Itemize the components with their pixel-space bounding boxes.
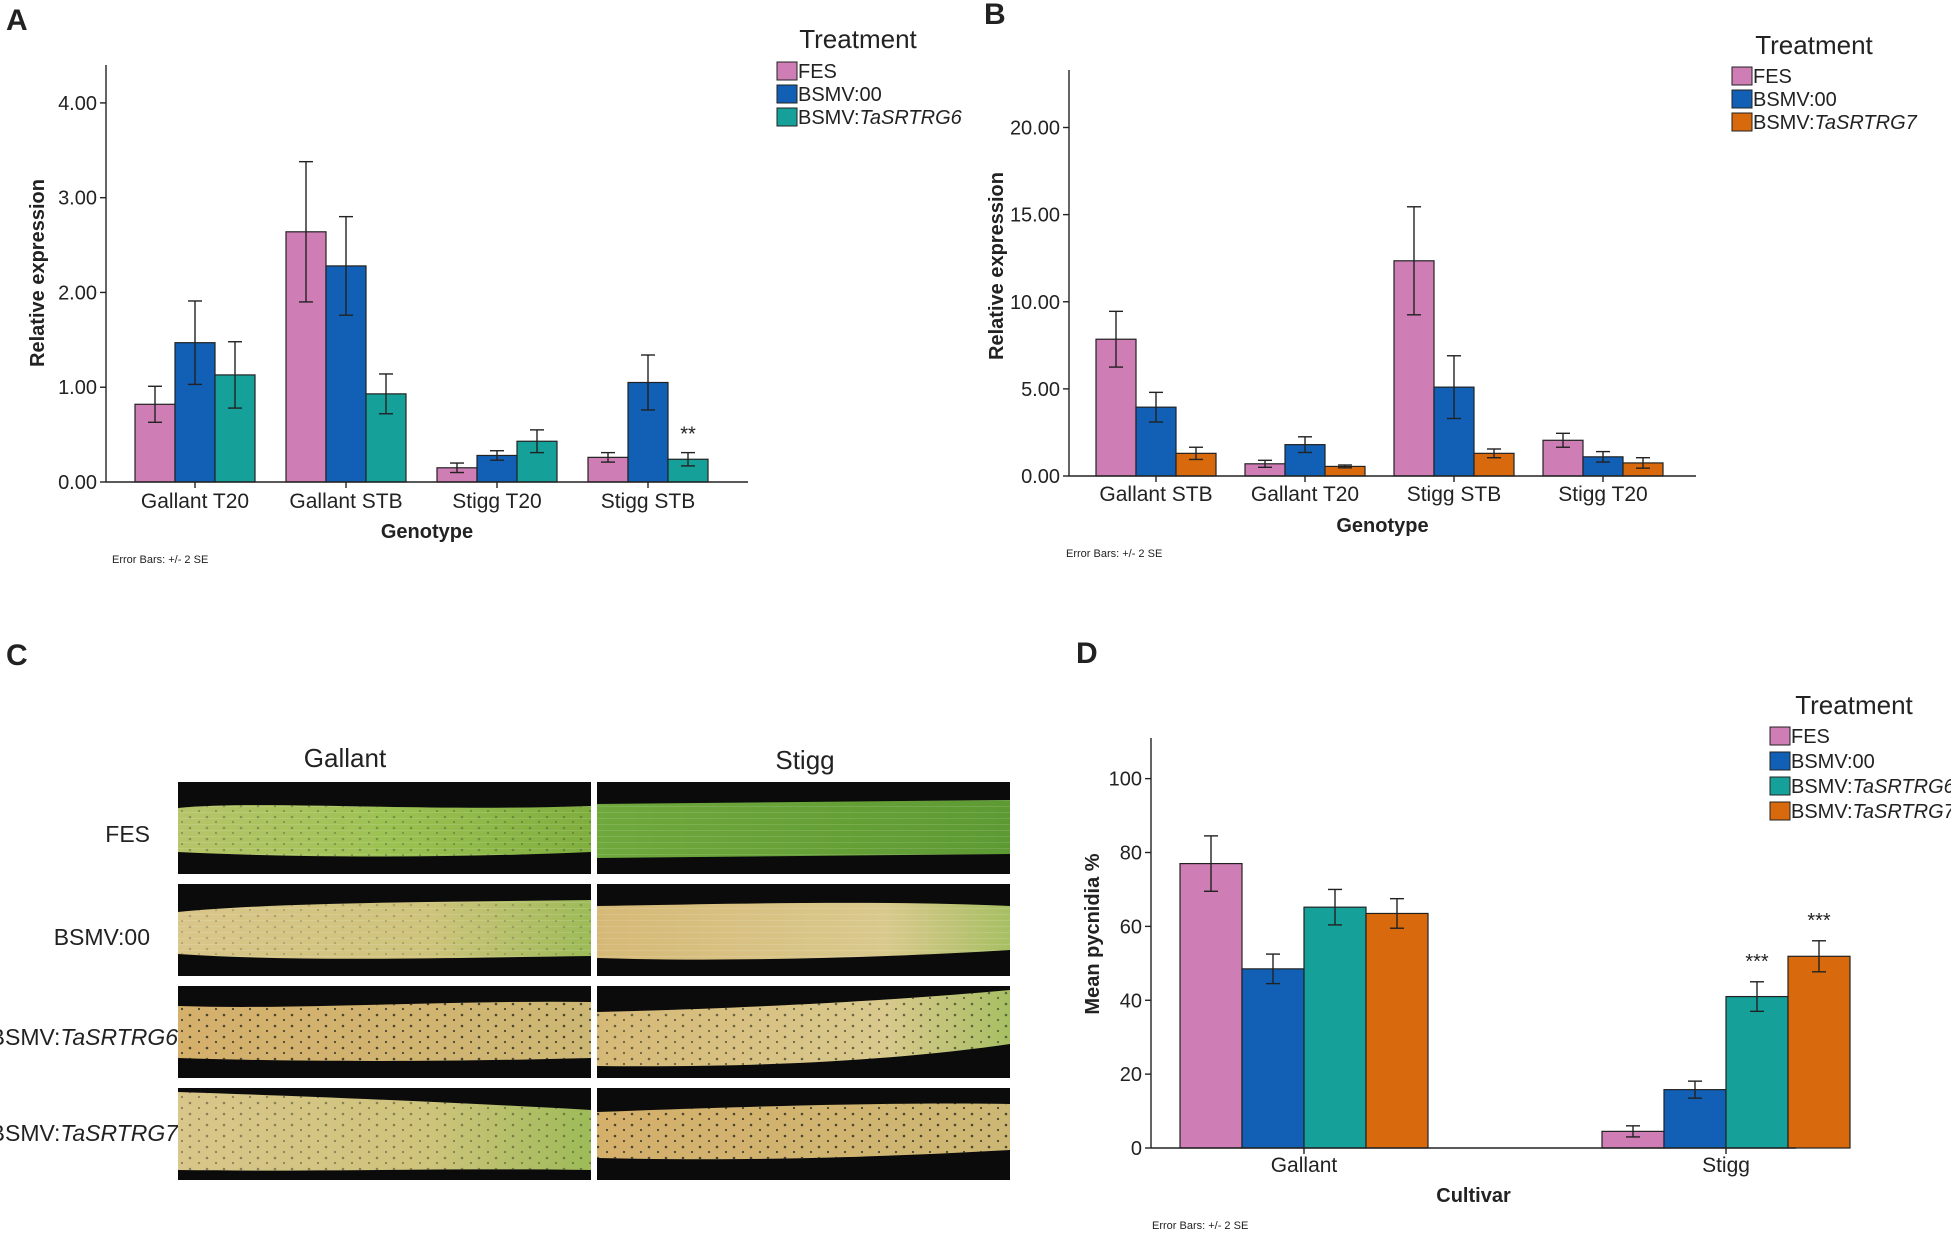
leaf-photo-gallant-bsmv-00 (178, 884, 591, 976)
chart-d-y-axis-title: Mean pycnidia % (1082, 853, 1104, 1014)
chart-b-ytick-label-4: 20.00 (1010, 118, 1060, 140)
chart-b-legend-title: Treatment (1755, 30, 1873, 60)
chart-b-ytick-label-1: 5.00 (1021, 379, 1060, 401)
chart-d-legend-label-bsmv-00: BSMV:00 (1791, 751, 1875, 773)
column-header-stigg: Stigg (775, 745, 834, 775)
chart-d-legend-label-fes: FES (1791, 726, 1830, 748)
chart-a-category-label-stigg-t20: Stigg T20 (452, 490, 542, 513)
chart-d-legend-title: Treatment (1795, 690, 1913, 720)
chart-a-category-label-stigg-stb: Stigg STB (601, 490, 696, 513)
leaf-photo-gallant-bsmv-tasrtrg7 (178, 1088, 591, 1180)
chart-b-footnote: Error Bars: +/- 2 SE (1066, 548, 1162, 560)
row-label-bsmv-00: BSMV:00 (54, 924, 150, 950)
row-label-bsmv-tasrtrg6: BSMV:TaSRTRG6 (0, 1024, 178, 1050)
chart-d-category-label-gallant: Gallant (1271, 1154, 1338, 1177)
chart-a-legend-title: Treatment (799, 24, 917, 54)
chart-d-legend-swatch-fes (1769, 726, 1791, 746)
chart-d-bar-bsmv-tasrtrg7-gallant (1365, 912, 1429, 1149)
chart-d-category-label-stigg: Stigg (1702, 1154, 1750, 1177)
chart-a-significance-stigg-stb-2: ** (680, 424, 696, 446)
chart-b-legend-label-bsmv-00: BSMV:00 (1753, 89, 1837, 111)
chart-d-legend-swatch-bsmv-tasrtrg7 (1769, 801, 1791, 821)
chart-a-x-axis-title: Genotype (381, 521, 473, 543)
chart-a-ytick-label-0: 0.00 (58, 472, 97, 494)
chart-d-ytick-label-2: 40 (1120, 990, 1142, 1012)
chart-d-significance-stigg-2: *** (1745, 951, 1769, 973)
panel-a: A ** 0.00 1.00 2.00 3.00 4.00 Gallant T20 Gallan… (6, 4, 963, 566)
chart-b-legend-label-fes: FES (1753, 66, 1792, 88)
panel-b: B 0.00 5.00 10.00 15.00 20.00 Gallant STB Galla… (984, 0, 1918, 560)
chart-b-ytick-label-2: 10.00 (1010, 292, 1060, 314)
chart-d-legend-swatch-bsmv-00 (1769, 751, 1791, 771)
chart-a-ytick-label-2: 2.00 (58, 282, 97, 304)
chart-d-legend-label-bsmv-tasrtrg7: BSMV:TaSRTRG7 (1791, 801, 1951, 823)
leaf-photo-stigg-bsmv-tasrtrg7 (597, 1088, 1010, 1180)
chart-d-ytick-label-1: 20 (1120, 1064, 1142, 1086)
leaf-photo-gallant-bsmv-tasrtrg6 (178, 986, 591, 1078)
chart-b-category-label-stigg-t20: Stigg T20 (1558, 483, 1648, 506)
chart-a-ytick-label-1: 1.00 (58, 377, 97, 399)
chart-d-bar-bsmv-tasrtrg6-stigg (1725, 995, 1789, 1149)
chart-d-legend-swatch-bsmv-tasrtrg6 (1769, 776, 1791, 796)
chart-d-x-axis-title: Cultivar (1436, 1185, 1511, 1207)
chart-d-significance-stigg-3: *** (1807, 910, 1831, 932)
chart-b-x-axis-title: Genotype (1336, 515, 1428, 537)
chart-a-category-label-gallant-t20: Gallant T20 (141, 490, 249, 513)
chart-a-y-axis-title: Relative expression (27, 179, 49, 367)
chart-b-legend-label-bsmv-tasrtrg7: BSMV:TaSRTRG7 (1753, 112, 1918, 134)
row-label-fes: FES (105, 821, 150, 847)
row-label-bsmv-tasrtrg7: BSMV:TaSRTRG7 (0, 1120, 179, 1146)
chart-d-bar-bsmv-00-gallant (1241, 968, 1305, 1149)
chart-b-category-label-stigg-stb: Stigg STB (1407, 483, 1502, 506)
chart-a-footnote: Error Bars: +/- 2 SE (112, 554, 208, 566)
column-header-gallant: Gallant (304, 743, 387, 773)
chart-a-legend-label-bsmv-00: BSMV:00 (798, 84, 882, 106)
panel-d: D *** *** 0 20 40 60 80 100 Gallant Stigg Cultivar M… (1076, 637, 1951, 1232)
leaf-photo-stigg-bsmv-tasrtrg6 (597, 986, 1010, 1078)
chart-d-ytick-label-0: 0 (1131, 1138, 1142, 1160)
chart-b-legend-swatch-fes (1731, 66, 1753, 86)
chart-d-bar-bsmv-00-stigg (1663, 1089, 1727, 1149)
leaf-photo-gallant-fes (178, 782, 591, 874)
chart-d-ytick-label-5: 100 (1109, 769, 1142, 791)
chart-a-ytick-label-3: 3.00 (58, 188, 97, 210)
chart-d-bar-bsmv-tasrtrg7-stigg (1787, 955, 1851, 1149)
chart-a-legend-swatch-bsmv-tasrtrg6 (776, 107, 798, 127)
chart-b-category-label-gallant-stb: Gallant STB (1099, 483, 1212, 506)
chart-b-legend-swatch-bsmv-00 (1731, 89, 1753, 109)
chart-a-panel-label: A (6, 4, 28, 37)
chart-b-panel-label: B (984, 0, 1006, 31)
chart-d-ytick-label-4: 80 (1120, 843, 1142, 865)
chart-b-y-axis-title: Relative expression (986, 172, 1008, 360)
chart-b-ytick-label-3: 15.00 (1010, 205, 1060, 227)
panel-label-c: C (6, 639, 28, 672)
panel-c: C Gallant Stigg FES BSMV:00 BSMV:TaSRTRG… (0, 639, 1010, 1180)
chart-b-legend-swatch-bsmv-tasrtrg7 (1731, 112, 1753, 132)
chart-a-ytick-label-4: 4.00 (58, 93, 97, 115)
chart-a-legend-swatch-bsmv-00 (776, 84, 798, 104)
chart-a-legend-label-bsmv-tasrtrg6: BSMV:TaSRTRG6 (798, 107, 963, 129)
chart-d-legend-label-bsmv-tasrtrg6: BSMV:TaSRTRG6 (1791, 776, 1951, 798)
chart-d-footnote: Error Bars: +/- 2 SE (1152, 1220, 1248, 1232)
chart-a-legend-label-fes: FES (798, 61, 837, 83)
chart-d-bar-fes-gallant (1179, 862, 1243, 1149)
chart-d-ytick-label-3: 60 (1120, 916, 1142, 938)
chart-b-ytick-label-0: 0.00 (1021, 466, 1060, 488)
chart-a-legend-swatch-fes (776, 61, 798, 81)
leaf-photo-stigg-fes (597, 782, 1010, 874)
chart-d-panel-label: D (1076, 637, 1098, 670)
chart-b-category-label-gallant-t20: Gallant T20 (1251, 483, 1359, 506)
chart-a-category-label-gallant-stb: Gallant STB (289, 490, 402, 513)
chart-d-bar-bsmv-tasrtrg6-gallant (1303, 906, 1367, 1149)
leaf-photo-stigg-bsmv-00 (597, 884, 1010, 976)
